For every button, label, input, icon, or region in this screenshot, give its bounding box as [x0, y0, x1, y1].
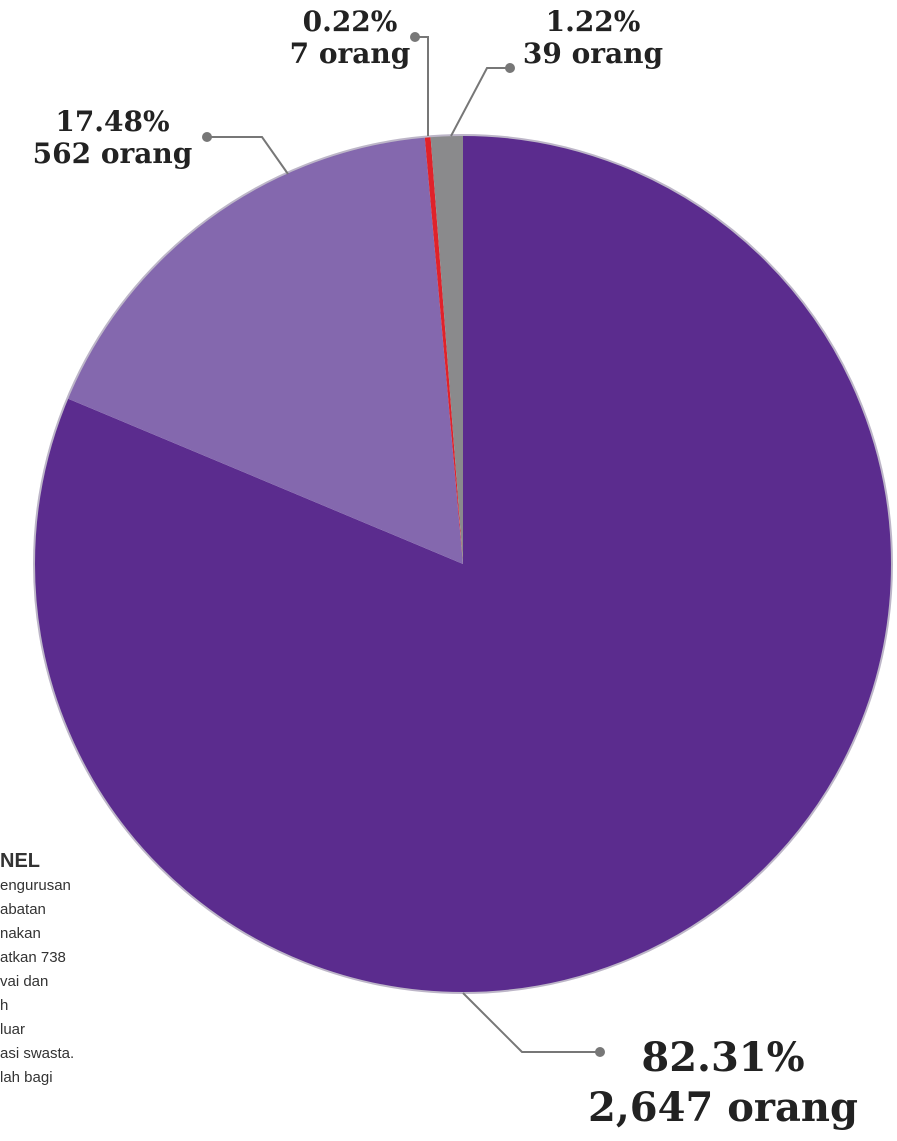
- side-text-line: engurusan: [0, 877, 71, 894]
- slice-2-percent: 0.22%: [302, 5, 398, 38]
- side-text-line: atkan 738: [0, 949, 66, 966]
- leader-dot-3: [505, 63, 515, 73]
- slice-1-count: 562 orang: [32, 137, 193, 171]
- pie-slice-2: [424, 136, 463, 565]
- side-text-line: luar: [0, 1021, 26, 1038]
- leader-dot-0: [595, 1047, 605, 1057]
- leader-dot-2: [410, 32, 420, 42]
- slice-label-1: 17.48% 562 orang: [20, 105, 205, 171]
- side-text-line: abatan: [0, 901, 46, 918]
- slice-0-percent: 82.31%: [641, 1034, 805, 1081]
- pie-slice-0: [34, 135, 893, 993]
- slice-label-0: 82.31% 2,647 orang: [583, 1033, 863, 1133]
- side-text-title: NEL: [0, 850, 40, 872]
- side-text-line: nakan: [0, 925, 41, 942]
- slice-1-percent: 17.48%: [55, 105, 170, 138]
- slice-label-2: 0.22% 7 orang: [275, 5, 425, 71]
- slice-3-percent: 1.22%: [545, 5, 641, 38]
- side-text-line: asi swasta.: [0, 1045, 75, 1062]
- leader-dot-1: [202, 132, 212, 142]
- slice-0-count: 2,647 orang: [588, 1084, 858, 1131]
- slice-3-count: 39 orang: [522, 37, 664, 71]
- leader-line-3: [450, 67, 510, 137]
- side-text-line: lah bagi: [0, 1069, 53, 1086]
- pie-slice-1: [67, 136, 463, 564]
- side-text-line: vai dan: [0, 973, 49, 990]
- side-text-column: NEL engurusan abatan nakan atkan 738 vai…: [0, 848, 112, 1090]
- slice-label-3: 1.22% 39 orang: [518, 5, 668, 71]
- slice-2-count: 7 orang: [289, 37, 411, 71]
- side-text-line: h: [0, 997, 9, 1014]
- leader-line-0: [462, 992, 600, 1053]
- leader-line-1: [207, 136, 289, 175]
- pie-slice-3: [430, 135, 463, 564]
